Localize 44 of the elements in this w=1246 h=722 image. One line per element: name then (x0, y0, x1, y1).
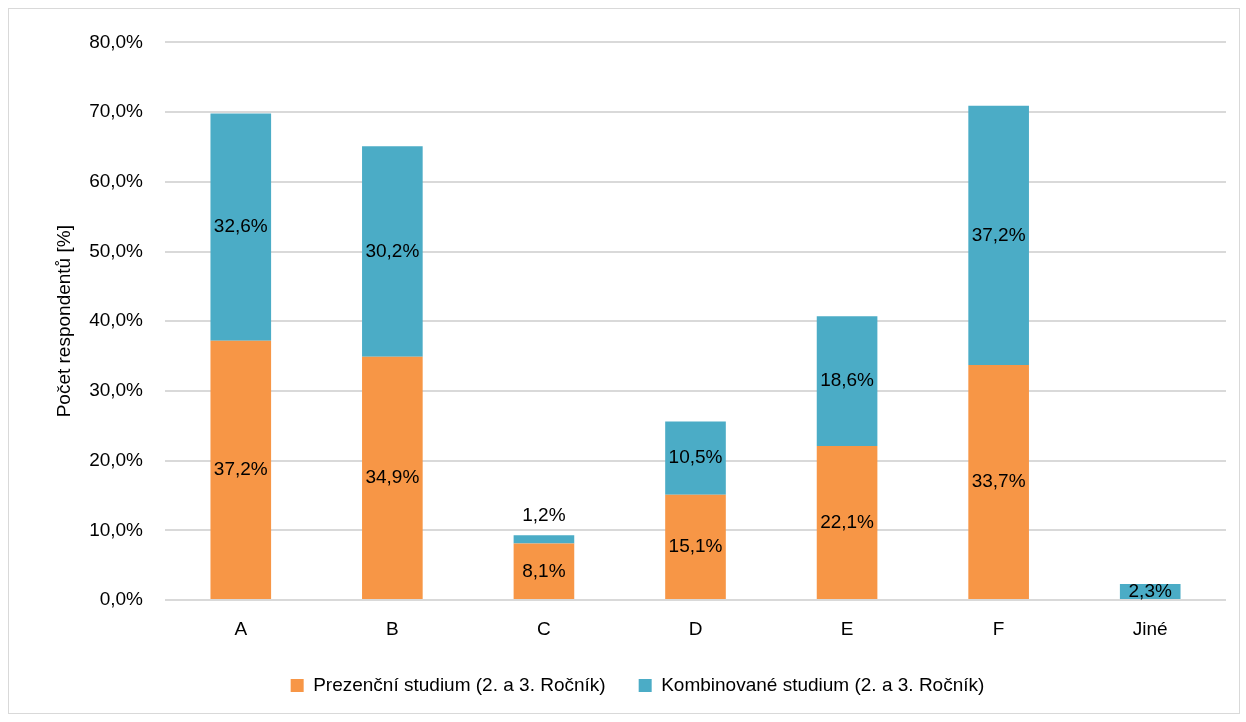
bar (513, 543, 575, 599)
x-tick-label: F (992, 617, 1005, 639)
bar (816, 316, 878, 446)
data-label: 1,2% (522, 503, 566, 525)
y-axis-title: Počet respondentů [%] (52, 225, 74, 418)
y-tick-label: 50,0% (89, 239, 144, 261)
legend-label: Kombinované studium (2. a 3. Ročník) (661, 673, 985, 695)
x-tick-label: E (840, 617, 854, 639)
data-label: 10,5% (668, 446, 723, 468)
bar (210, 113, 272, 341)
y-tick-label: 0,0% (99, 588, 144, 610)
y-tick-label: 30,0% (89, 379, 144, 401)
y-tick-label: 60,0% (89, 170, 144, 192)
data-label: 33,7% (971, 470, 1026, 492)
bar (665, 494, 726, 599)
data-label: 34,9% (365, 466, 420, 488)
data-label: 15,1% (668, 535, 723, 557)
data-label: 37,2% (213, 458, 268, 480)
bar (362, 146, 423, 357)
x-tick-label: A (234, 617, 248, 639)
data-label: 2,3% (1128, 579, 1172, 601)
x-tick-label: C (537, 617, 551, 639)
bar (816, 445, 878, 599)
legend-label: Prezenční studium (2. a 3. Ročník) (313, 673, 606, 695)
x-tick-label: B (386, 617, 399, 639)
data-label: 18,6% (820, 369, 875, 391)
y-tick-label: 40,0% (89, 309, 144, 331)
y-tick-label: 80,0% (89, 30, 144, 52)
bar (968, 365, 1029, 599)
bar (362, 356, 423, 599)
bar (968, 105, 1029, 366)
x-tick-label: Jiné (1132, 617, 1168, 639)
y-tick-label: 70,0% (89, 100, 144, 122)
x-tick-label: D (688, 617, 703, 639)
bar (210, 340, 272, 599)
data-label: 22,1% (820, 510, 875, 532)
data-label: 37,2% (971, 223, 1026, 245)
y-tick-label: 20,0% (89, 448, 144, 470)
y-tick-label: 10,0% (89, 518, 144, 540)
bar (665, 421, 726, 495)
data-label: 30,2% (365, 239, 420, 261)
bar (513, 535, 575, 544)
data-label: 8,1% (522, 559, 566, 581)
data-label: 32,6% (213, 215, 268, 237)
